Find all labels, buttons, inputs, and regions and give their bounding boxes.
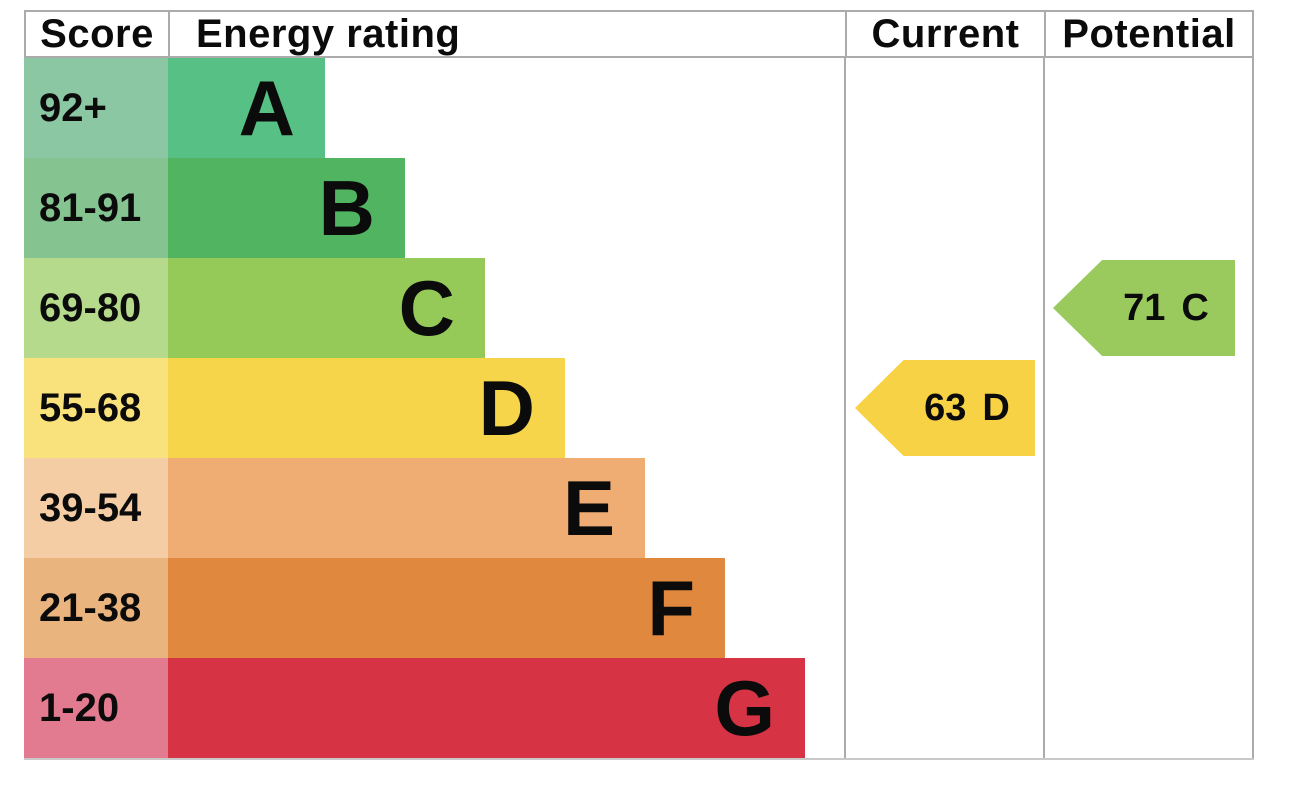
band-score-range: 21-38 xyxy=(39,585,142,630)
band-score-cell: 92+ xyxy=(24,58,168,158)
band-score-cell: 69-80 xyxy=(24,258,168,358)
band-bar: F xyxy=(168,558,725,658)
band-score-range: 55-68 xyxy=(39,385,142,430)
header-current: Current xyxy=(845,10,1044,58)
band-letter: G xyxy=(714,664,775,752)
band-bar: D xyxy=(168,358,565,458)
header-potential-label: Potential xyxy=(1062,11,1236,56)
band-letter: C xyxy=(398,264,455,352)
band-letter: B xyxy=(318,164,375,252)
band-letter: F xyxy=(647,564,695,652)
header-current-label: Current xyxy=(871,11,1020,56)
band-letter: A xyxy=(238,64,295,152)
header-score: Score xyxy=(24,10,168,58)
band-score-cell: 39-54 xyxy=(24,458,168,558)
header-potential: Potential xyxy=(1044,10,1254,58)
band-row-d: 55-68 D xyxy=(24,358,1254,458)
band-score-range: 1-20 xyxy=(39,685,120,730)
band-row-c: 69-80 C xyxy=(24,258,1254,358)
table-right-border xyxy=(1252,58,1254,760)
band-row-b: 81-91 B xyxy=(24,158,1254,258)
band-score-cell: 81-91 xyxy=(24,158,168,258)
header-energy-rating: Energy rating xyxy=(168,10,845,58)
table-bottom-border xyxy=(24,758,1254,760)
band-row-g: 1-20 G xyxy=(24,658,1254,758)
divider-current-potential xyxy=(1043,58,1045,760)
band-bar: G xyxy=(168,658,805,758)
band-score-range: 92+ xyxy=(39,85,107,130)
band-score-range: 81-91 xyxy=(39,185,142,230)
band-score-range: 39-54 xyxy=(39,485,142,530)
header-score-label: Score xyxy=(40,11,154,56)
band-bar: C xyxy=(168,258,485,358)
potential-score-value: 71 xyxy=(1123,286,1166,329)
current-band-letter: D xyxy=(982,386,1010,429)
band-row-a: 92+ A xyxy=(24,58,1254,158)
band-row-f: 21-38 F xyxy=(24,558,1254,658)
divider-energy-current xyxy=(844,58,846,760)
band-row-e: 39-54 E xyxy=(24,458,1254,558)
band-score-cell: 21-38 xyxy=(24,558,168,658)
header-energy-rating-label: Energy rating xyxy=(196,11,461,56)
band-bar: B xyxy=(168,158,405,258)
band-letter: E xyxy=(562,464,615,552)
band-bar: A xyxy=(168,58,325,158)
band-score-range: 69-80 xyxy=(39,285,142,330)
current-score-value: 63 xyxy=(924,386,967,429)
band-score-cell: 55-68 xyxy=(24,358,168,458)
band-score-cell: 1-20 xyxy=(24,658,168,758)
band-letter: D xyxy=(478,364,535,452)
potential-band-letter: C xyxy=(1181,286,1209,329)
band-bar: E xyxy=(168,458,645,558)
